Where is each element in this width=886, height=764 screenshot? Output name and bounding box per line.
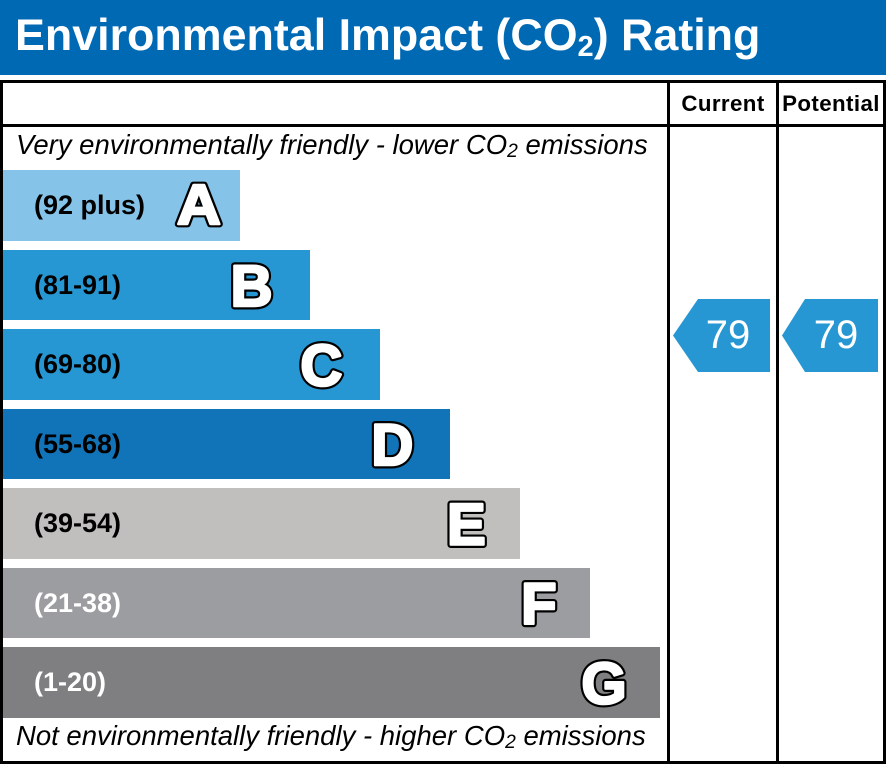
svg-text:E: E xyxy=(447,492,486,557)
svg-text:C: C xyxy=(300,333,342,398)
svg-text:A: A xyxy=(177,174,221,236)
svg-text:B: B xyxy=(231,254,273,319)
svg-text:D: D xyxy=(371,413,413,478)
svg-text:F: F xyxy=(521,572,556,637)
svg-text:G: G xyxy=(581,651,626,716)
svg-text:G: G xyxy=(581,651,626,716)
svg-text:E: E xyxy=(447,492,486,557)
svg-text:D: D xyxy=(371,413,413,478)
svg-text:C: C xyxy=(300,333,342,398)
svg-text:F: F xyxy=(521,572,556,637)
svg-text:B: B xyxy=(231,254,273,319)
svg-text:A: A xyxy=(177,174,221,236)
